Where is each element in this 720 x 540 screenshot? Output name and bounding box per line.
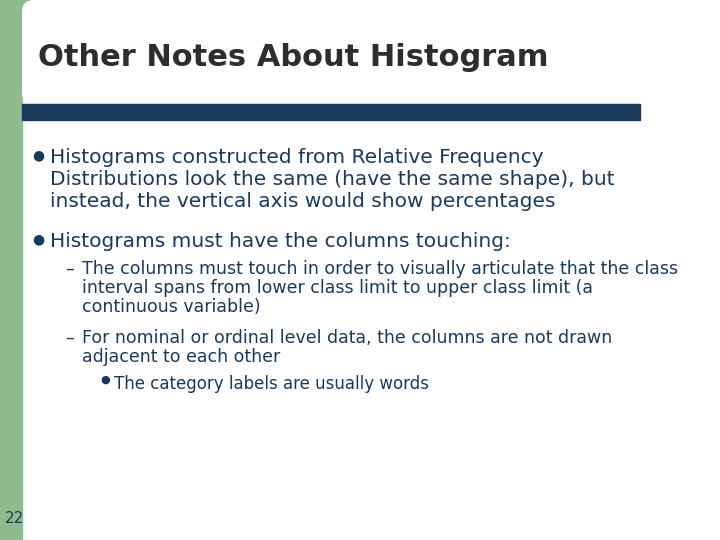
Text: For nominal or ordinal level data, the columns are not drawn: For nominal or ordinal level data, the c… (82, 329, 612, 347)
Text: adjacent to each other: adjacent to each other (82, 348, 280, 366)
Text: Histograms must have the columns touching:: Histograms must have the columns touchin… (50, 232, 511, 251)
Text: ●: ● (32, 232, 44, 246)
Text: Other Notes About Histogram: Other Notes About Histogram (38, 44, 549, 72)
Text: The columns must touch in order to visually articulate that the class: The columns must touch in order to visua… (82, 260, 678, 278)
Text: –: – (65, 260, 73, 278)
FancyBboxPatch shape (22, 0, 720, 105)
Bar (0, 0, 22, 540)
Text: ●: ● (100, 375, 109, 385)
Text: The category labels are usually words: The category labels are usually words (114, 375, 429, 393)
Text: ●: ● (32, 148, 44, 162)
Text: Distributions look the same (have the same shape), but: Distributions look the same (have the sa… (50, 170, 615, 189)
Bar (22, 104, 640, 120)
Text: Histograms constructed from Relative Frequency: Histograms constructed from Relative Fre… (50, 148, 544, 167)
Text: –: – (65, 329, 73, 347)
Text: interval spans from lower class limit to upper class limit (a: interval spans from lower class limit to… (82, 279, 593, 297)
Text: 22: 22 (5, 511, 24, 526)
Text: instead, the vertical axis would show percentages: instead, the vertical axis would show pe… (50, 192, 556, 211)
Text: continuous variable): continuous variable) (82, 298, 261, 316)
Bar (0, 0, 130, 55)
